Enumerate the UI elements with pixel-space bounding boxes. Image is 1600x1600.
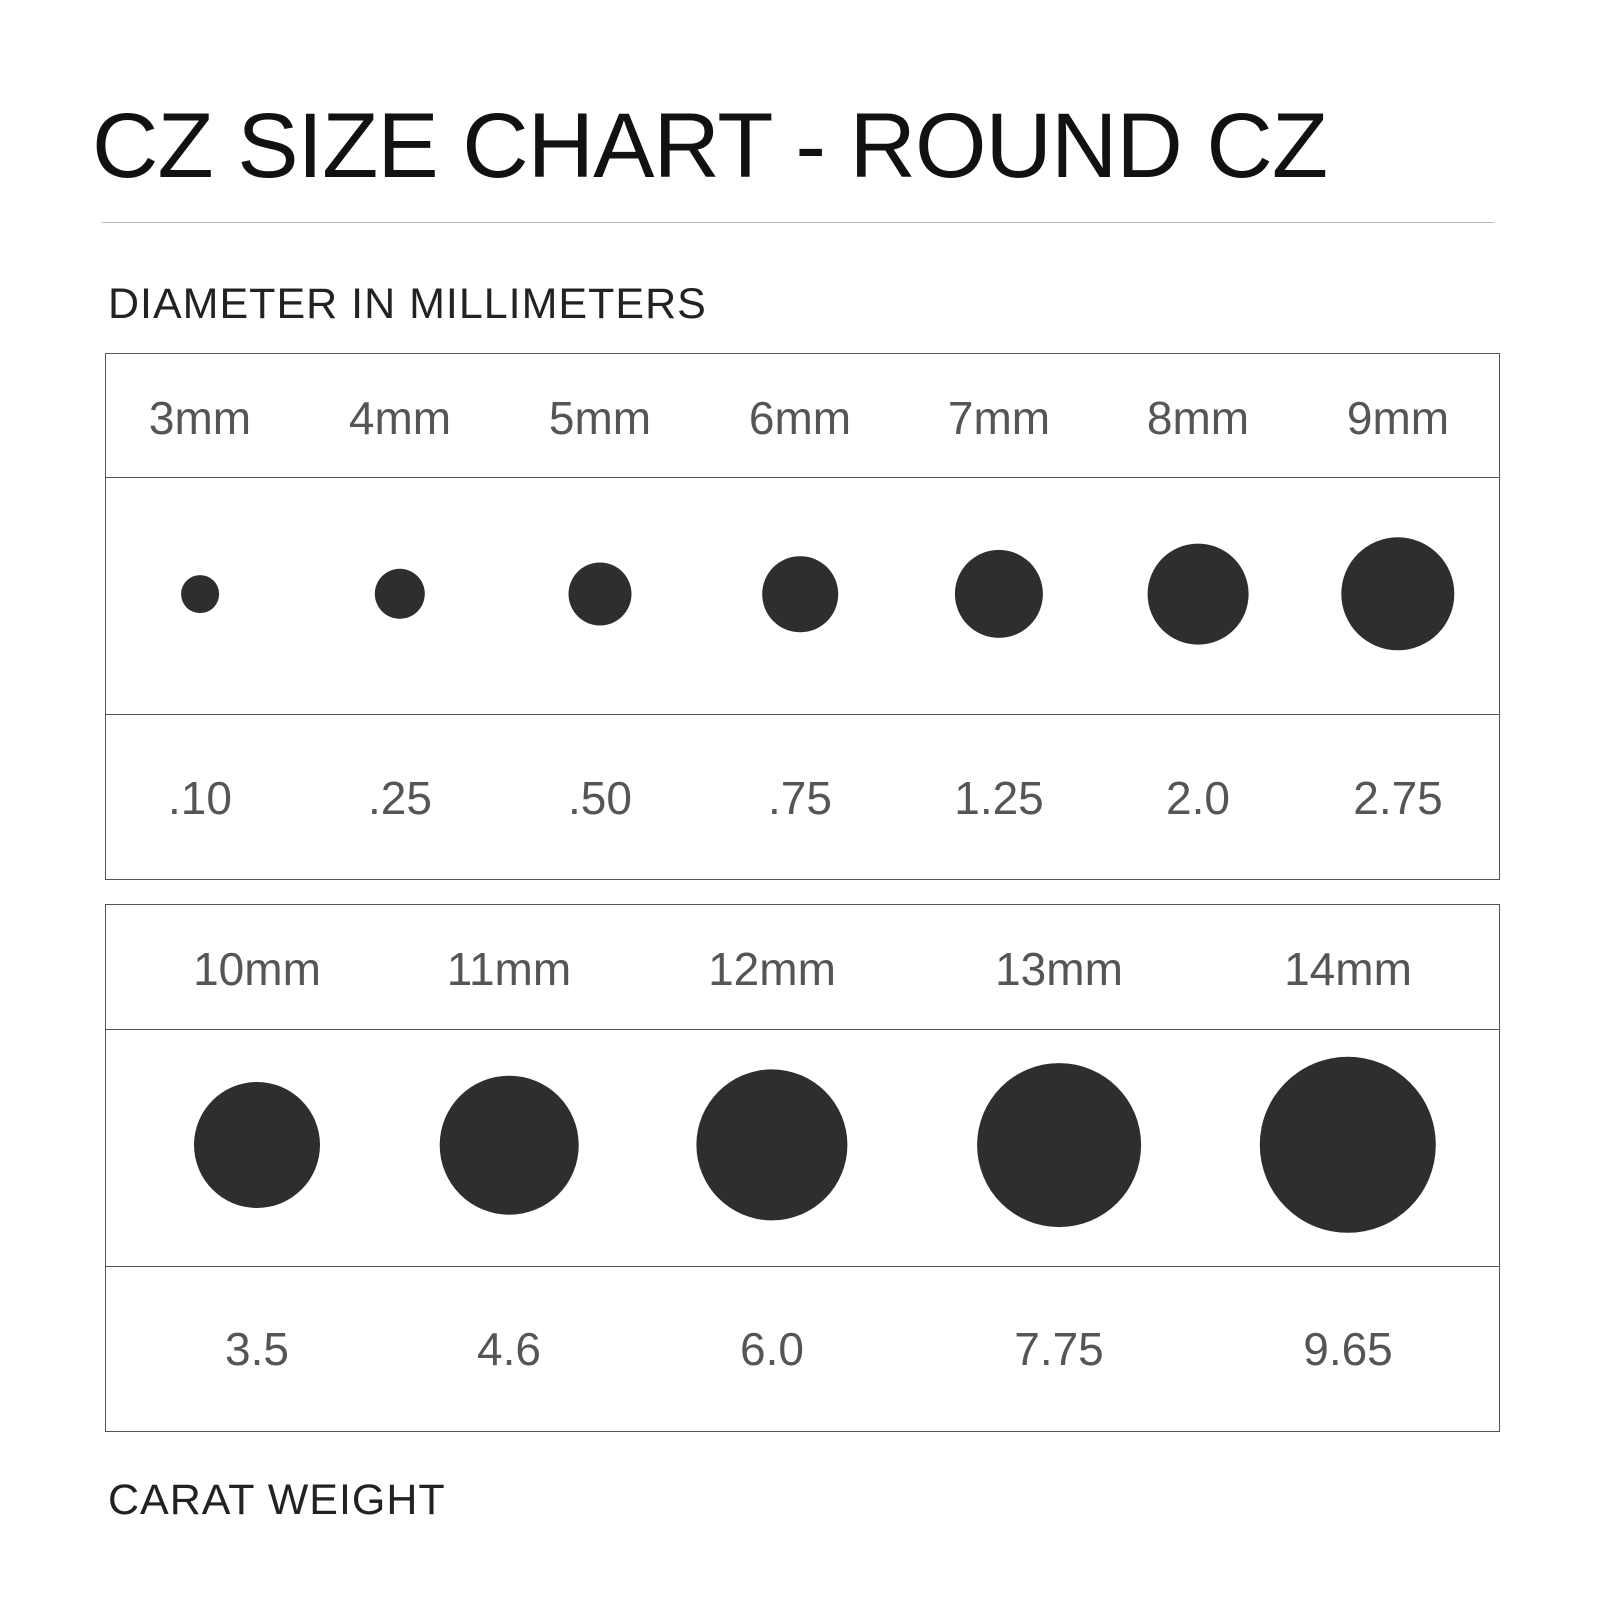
diameter-label: 8mm [1146,392,1250,444]
stone-circle [1341,537,1455,651]
carat-value: .50 [568,772,632,824]
carat-value: 7.75 [1014,1323,1104,1375]
diameter-label: 13mm [995,943,1123,995]
diameter-label: 11mm [446,943,572,995]
stone-circle [954,549,1044,639]
stone-circle [568,562,632,626]
carat-value: 3.5 [225,1323,289,1375]
row-divider [106,477,1499,478]
carat-value: 6.0 [740,1323,804,1375]
page-title: CZ SIZE CHART - ROUND CZ [92,95,1328,197]
row-divider [106,1029,1499,1030]
stone-circle [181,575,219,613]
diameter-label: 5mm [548,392,652,444]
stone-circle [1259,1056,1437,1234]
stone-circle [439,1075,579,1215]
diameter-label: 7mm [947,392,1051,444]
row-divider [106,1266,1499,1267]
carat-value: .25 [368,772,432,824]
stone-circle [977,1063,1141,1227]
title-divider [102,222,1494,223]
carat-value: .10 [168,772,232,824]
stone-circle [762,556,838,632]
diameter-label: 3mm [148,392,252,444]
diameter-label: 6mm [748,392,852,444]
stone-circle [374,568,426,620]
diameter-heading: DIAMETER IN MILLIMETERS [108,280,707,328]
carat-value: 9.65 [1303,1323,1393,1375]
size-table-large: 10mm 3.5 11mm 4.6 12mm 6.0 13mm 7.75 14mm 9.65 [105,904,1500,1432]
carat-value: 2.0 [1166,772,1230,824]
diameter-label: 4mm [348,392,452,444]
diameter-label: 10mm [193,943,321,995]
stone-circle [696,1069,848,1221]
diameter-label: 12mm [708,943,836,995]
diameter-label: 14mm [1284,943,1412,995]
row-divider [106,714,1499,715]
carat-value: 1.25 [954,772,1044,824]
carat-value: .75 [768,772,832,824]
size-table-small: 3mm .10 4mm .25 5mm .50 6mm .75 7mm 1.25 8mm 2.0 9mm… [105,353,1500,880]
carat-value: 4.6 [477,1323,541,1375]
carat-value: 2.75 [1353,772,1443,824]
stone-circle [194,1082,320,1208]
carat-heading: CARAT WEIGHT [108,1476,446,1524]
diameter-label: 9mm [1346,392,1450,444]
stone-circle [1147,543,1249,645]
